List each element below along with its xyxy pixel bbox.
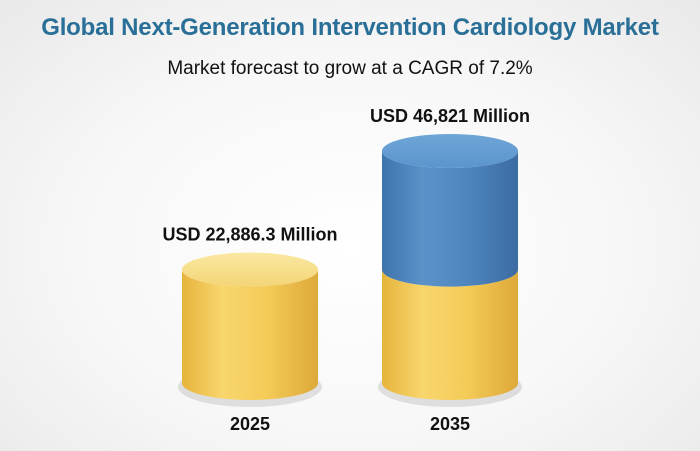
cylinder-top-2035 xyxy=(382,134,518,168)
chart-subtitle: Market forecast to grow at a CAGR of 7.2… xyxy=(167,58,533,79)
category-label-2035: 2035 xyxy=(430,414,470,434)
category-label-2025: 2025 xyxy=(230,414,270,434)
cylinder-base-segment-2035 xyxy=(382,269,518,400)
cylinder-growth-segment-2035 xyxy=(382,151,518,287)
value-label-2035: USD 46,821 Million xyxy=(370,106,530,126)
chart-title: Global Next-Generation Intervention Card… xyxy=(41,14,659,41)
value-label-2025: USD 22,886.3 Million xyxy=(162,225,337,245)
cylinder-top-2025 xyxy=(182,252,318,287)
cylinder-body-2025 xyxy=(182,269,318,400)
